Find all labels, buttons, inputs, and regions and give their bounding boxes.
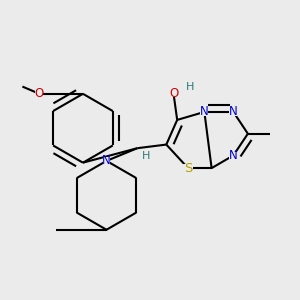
Text: N: N bbox=[102, 154, 111, 167]
FancyBboxPatch shape bbox=[103, 157, 110, 164]
Text: N: N bbox=[229, 149, 238, 162]
Text: O: O bbox=[35, 87, 44, 100]
FancyBboxPatch shape bbox=[200, 108, 208, 116]
FancyBboxPatch shape bbox=[35, 90, 44, 98]
FancyBboxPatch shape bbox=[169, 90, 178, 98]
FancyBboxPatch shape bbox=[183, 164, 193, 172]
Text: N: N bbox=[200, 105, 209, 119]
Text: O: O bbox=[169, 87, 178, 100]
Text: H: H bbox=[142, 151, 151, 161]
FancyBboxPatch shape bbox=[230, 108, 237, 116]
Text: H: H bbox=[186, 82, 194, 92]
Text: S: S bbox=[184, 162, 192, 175]
FancyBboxPatch shape bbox=[230, 152, 237, 159]
Text: N: N bbox=[229, 105, 238, 119]
